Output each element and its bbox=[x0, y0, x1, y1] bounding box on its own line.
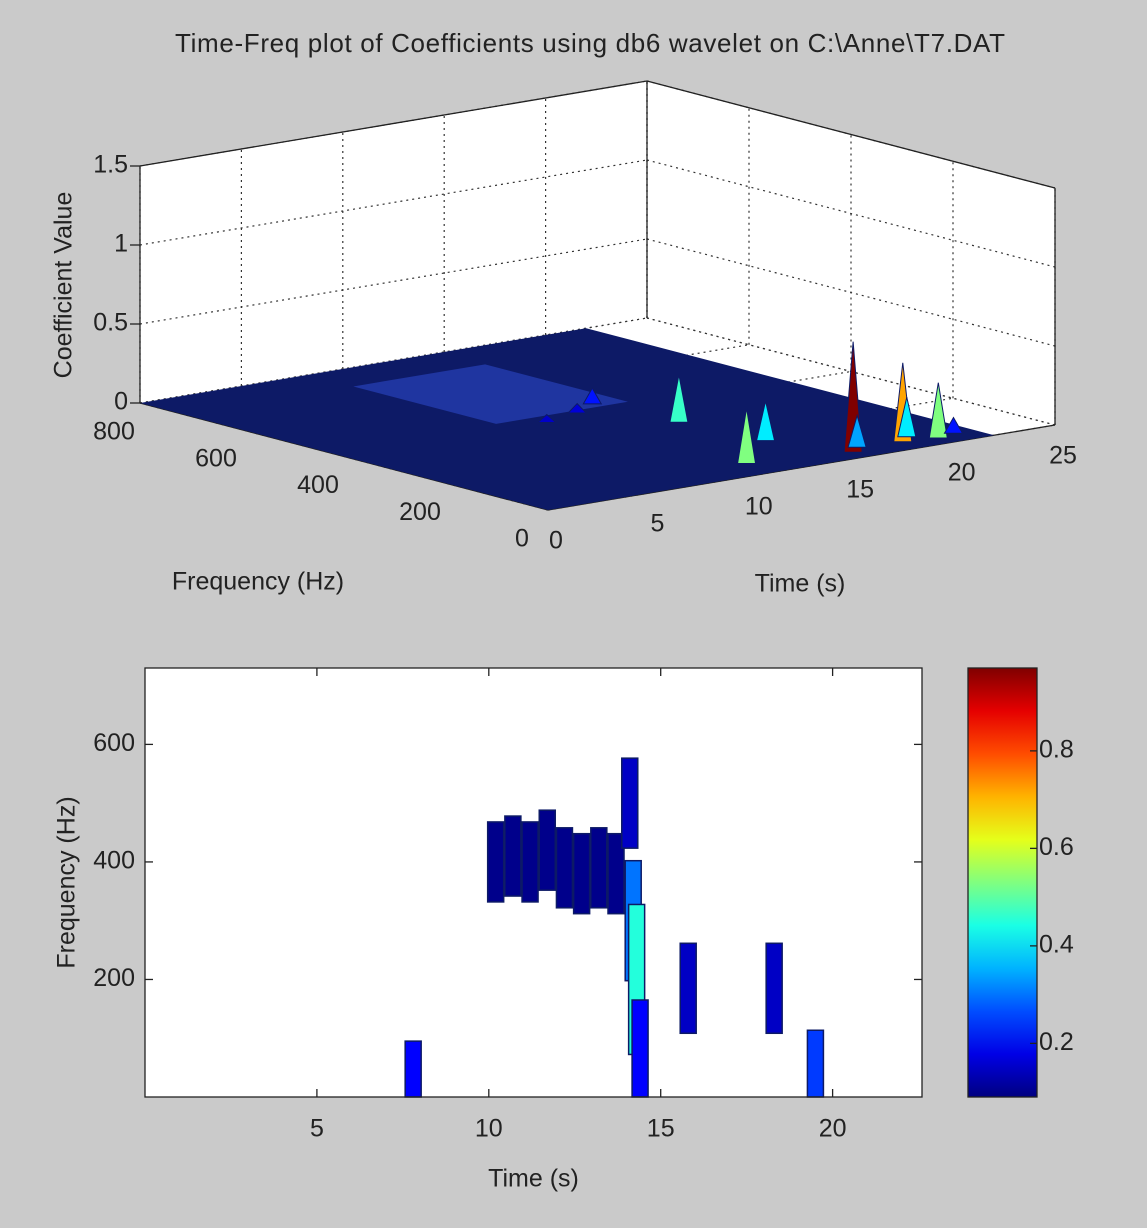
surface-slab bbox=[353, 364, 628, 424]
x-tick-label: 5 bbox=[310, 1115, 324, 1143]
colorbar bbox=[967, 667, 1038, 1098]
contour-cell bbox=[765, 942, 783, 1035]
colorbar-tick-label: 0.2 bbox=[1039, 1028, 1074, 1056]
x-tick-label: 15 bbox=[846, 476, 874, 504]
z-axis-label: Coefficient Value bbox=[50, 192, 78, 379]
surface-peak bbox=[943, 416, 964, 434]
surface-peak bbox=[755, 401, 776, 442]
y-axis-label: Frequency (Hz) bbox=[53, 796, 81, 968]
surface-peak bbox=[847, 413, 867, 448]
contour-cell bbox=[621, 757, 639, 849]
z-tick-label: 0.5 bbox=[93, 309, 128, 337]
contour-cell bbox=[555, 827, 574, 909]
x-tick-label: 5 bbox=[650, 510, 664, 538]
surface-peak bbox=[582, 387, 603, 405]
contour-cell bbox=[521, 821, 539, 903]
surface-peak bbox=[928, 382, 948, 439]
y-tick-label: 600 bbox=[93, 729, 135, 757]
plot-frame bbox=[144, 667, 923, 1098]
y-tick-label: 400 bbox=[93, 847, 135, 875]
surface-peak bbox=[669, 374, 689, 423]
x-tick-label: 15 bbox=[647, 1115, 675, 1143]
z-tick-label: 1.5 bbox=[93, 151, 128, 179]
x-tick-label: 20 bbox=[819, 1115, 847, 1143]
colorbar-tick-label: 0.8 bbox=[1039, 735, 1074, 763]
x-tick-label: 20 bbox=[948, 459, 976, 487]
x-tick-label: 0 bbox=[549, 527, 563, 555]
x-tick-label: 10 bbox=[475, 1115, 503, 1143]
y-tick-label: 400 bbox=[297, 471, 339, 499]
contour-cell bbox=[572, 832, 591, 915]
z-tick-label: 1 bbox=[114, 230, 128, 258]
y-tick-label: 600 bbox=[195, 444, 237, 472]
axis-edge bbox=[139, 80, 648, 167]
surface-peak bbox=[536, 413, 558, 423]
y-axis-label: Frequency (Hz) bbox=[172, 568, 344, 596]
x-axis-label: Time (s) bbox=[755, 570, 846, 598]
back-wall bbox=[140, 81, 647, 403]
contour-cell bbox=[806, 1029, 825, 1098]
colorbar-tick-label: 0.4 bbox=[1039, 930, 1074, 958]
x-tick-label: 25 bbox=[1049, 442, 1077, 470]
surface-peak bbox=[736, 408, 757, 465]
y-tick-label: 800 bbox=[93, 418, 135, 446]
contour-cell bbox=[679, 942, 697, 1035]
surface-peak bbox=[566, 402, 588, 414]
grid-line bbox=[139, 238, 648, 325]
contour-cell bbox=[404, 1040, 422, 1098]
y-tick-label: 0 bbox=[515, 525, 529, 553]
y-tick-label: 200 bbox=[399, 498, 441, 526]
contour-cell bbox=[538, 809, 557, 891]
colorbar-tick-label: 0.6 bbox=[1039, 833, 1074, 861]
contour-cell bbox=[504, 815, 522, 897]
grid-line bbox=[139, 159, 648, 246]
grid-line bbox=[646, 159, 1056, 268]
contour-cell bbox=[607, 832, 625, 915]
x-axis-label: Time (s) bbox=[488, 1165, 579, 1193]
contour-cell bbox=[486, 821, 505, 903]
contour-cell bbox=[590, 827, 608, 909]
grid-line bbox=[646, 238, 1056, 347]
x-tick-label: 10 bbox=[745, 493, 773, 521]
y-tick-label: 200 bbox=[93, 964, 135, 992]
chart-title: Time-Freq plot of Coefficients using db6… bbox=[175, 28, 1005, 58]
contour-cell bbox=[631, 999, 649, 1098]
side-wall bbox=[647, 81, 1055, 425]
z-tick-label: 0 bbox=[114, 388, 128, 416]
axis-edge bbox=[646, 80, 1056, 189]
surface-floor bbox=[140, 328, 995, 510]
surface-peak bbox=[897, 397, 917, 438]
